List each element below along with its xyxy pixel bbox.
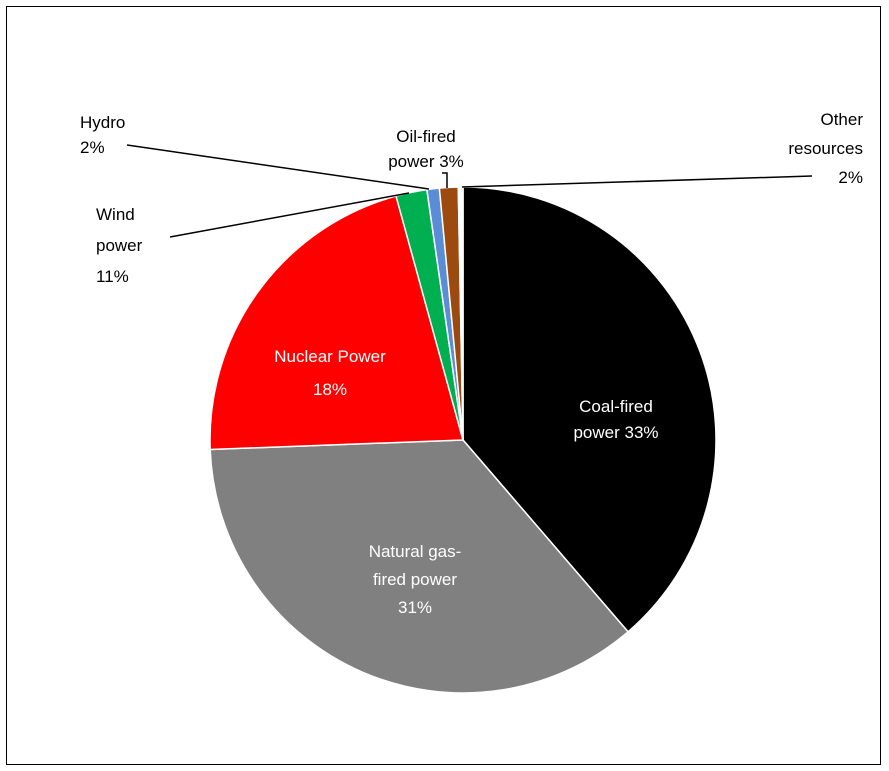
slice-label: Hydro 2%	[80, 113, 125, 157]
slice-label-line: Other	[820, 110, 863, 129]
pie-slice	[209, 439, 630, 694]
slice-label: Nuclear Power 18%	[274, 347, 386, 399]
slice-label-line: 2%	[80, 138, 105, 157]
slice-label-line: Coal-fired	[579, 397, 653, 416]
leader-line	[442, 172, 448, 188]
slice-label-line: power 33%	[573, 423, 658, 442]
slice-label-line: 2%	[838, 168, 863, 187]
slice-label-line: Natural gas-	[369, 542, 462, 561]
slice-label-line: Wind	[96, 205, 135, 224]
slice-label-line: Oil-fired	[396, 127, 456, 146]
slice-label-line: power 3%	[388, 152, 464, 171]
slice-label: Natural gas-fired power 31%	[369, 542, 462, 617]
leader-line	[461, 175, 813, 188]
leader-line	[126, 144, 430, 190]
slice-label-line: 31%	[398, 598, 432, 617]
pie-slice	[209, 195, 464, 451]
slice-label: Oil-fired power 3%	[388, 127, 464, 171]
slice-label: Coal-fired power 33%	[573, 397, 658, 442]
slice-label-line: power	[96, 236, 143, 255]
pie-slice	[462, 186, 717, 633]
slice-label: Wind power 11%	[96, 205, 143, 286]
slice-label-line: 11%	[96, 267, 129, 286]
slice-label: Other resources 2%	[788, 110, 863, 187]
slice-label-line: Hydro	[80, 113, 125, 132]
slice-label-line: fired power	[373, 570, 457, 589]
leader-line	[169, 192, 410, 238]
slice-label-line: Nuclear Power	[274, 347, 386, 366]
slice-label-line: resources	[788, 139, 863, 158]
slice-label-line: 18%	[313, 380, 347, 399]
